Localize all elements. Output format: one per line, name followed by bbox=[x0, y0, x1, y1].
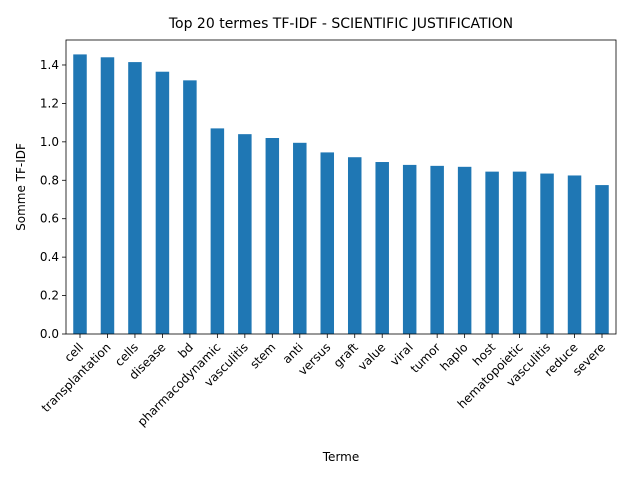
bar-disease bbox=[155, 71, 170, 335]
bar-tumor bbox=[430, 165, 444, 334]
y-axis-label: Somme TF-IDF bbox=[14, 143, 28, 231]
bar-hematopoietic bbox=[512, 171, 527, 334]
bar-anti bbox=[293, 142, 307, 334]
bar-viral bbox=[402, 164, 417, 334]
y-tick-label: 1.4 bbox=[40, 58, 59, 72]
y-tick-label: 0.6 bbox=[40, 212, 59, 226]
bars-group bbox=[73, 54, 609, 335]
y-tick-label: 0.4 bbox=[40, 250, 59, 264]
plot-frame bbox=[65, 39, 617, 335]
bar-graft bbox=[347, 157, 362, 334]
bar-reduce bbox=[567, 175, 582, 334]
bar-pharmacodynamic bbox=[210, 128, 225, 334]
bar-severe bbox=[595, 185, 609, 334]
bar-host bbox=[485, 171, 499, 334]
bar-haplo bbox=[457, 166, 472, 334]
chart-title: Top 20 termes TF-IDF - SCIENTIFIC JUSTIF… bbox=[168, 16, 513, 32]
y-tick-label: 1.2 bbox=[40, 96, 59, 110]
y-tick-label: 1.0 bbox=[40, 135, 59, 149]
y-tick-label: 0.0 bbox=[40, 327, 59, 341]
bar-vasculitis bbox=[238, 134, 252, 334]
bar-bd bbox=[183, 80, 197, 334]
bar-stem bbox=[265, 138, 280, 334]
bar-cell bbox=[73, 54, 87, 334]
y-tick-label: 0.8 bbox=[40, 173, 59, 187]
bar-versus bbox=[320, 152, 335, 334]
bar-value bbox=[375, 162, 389, 334]
bar-vasculitis bbox=[540, 173, 554, 334]
y-tick-label: 0.2 bbox=[40, 289, 59, 303]
x-axis-label: Terme bbox=[322, 450, 359, 464]
bar-transplantation bbox=[100, 57, 115, 334]
bar-cells bbox=[128, 62, 142, 334]
y-axis: 0.0 0.2 0.4 0.6 0.8 1.0 1.2 1.4 bbox=[40, 58, 66, 341]
